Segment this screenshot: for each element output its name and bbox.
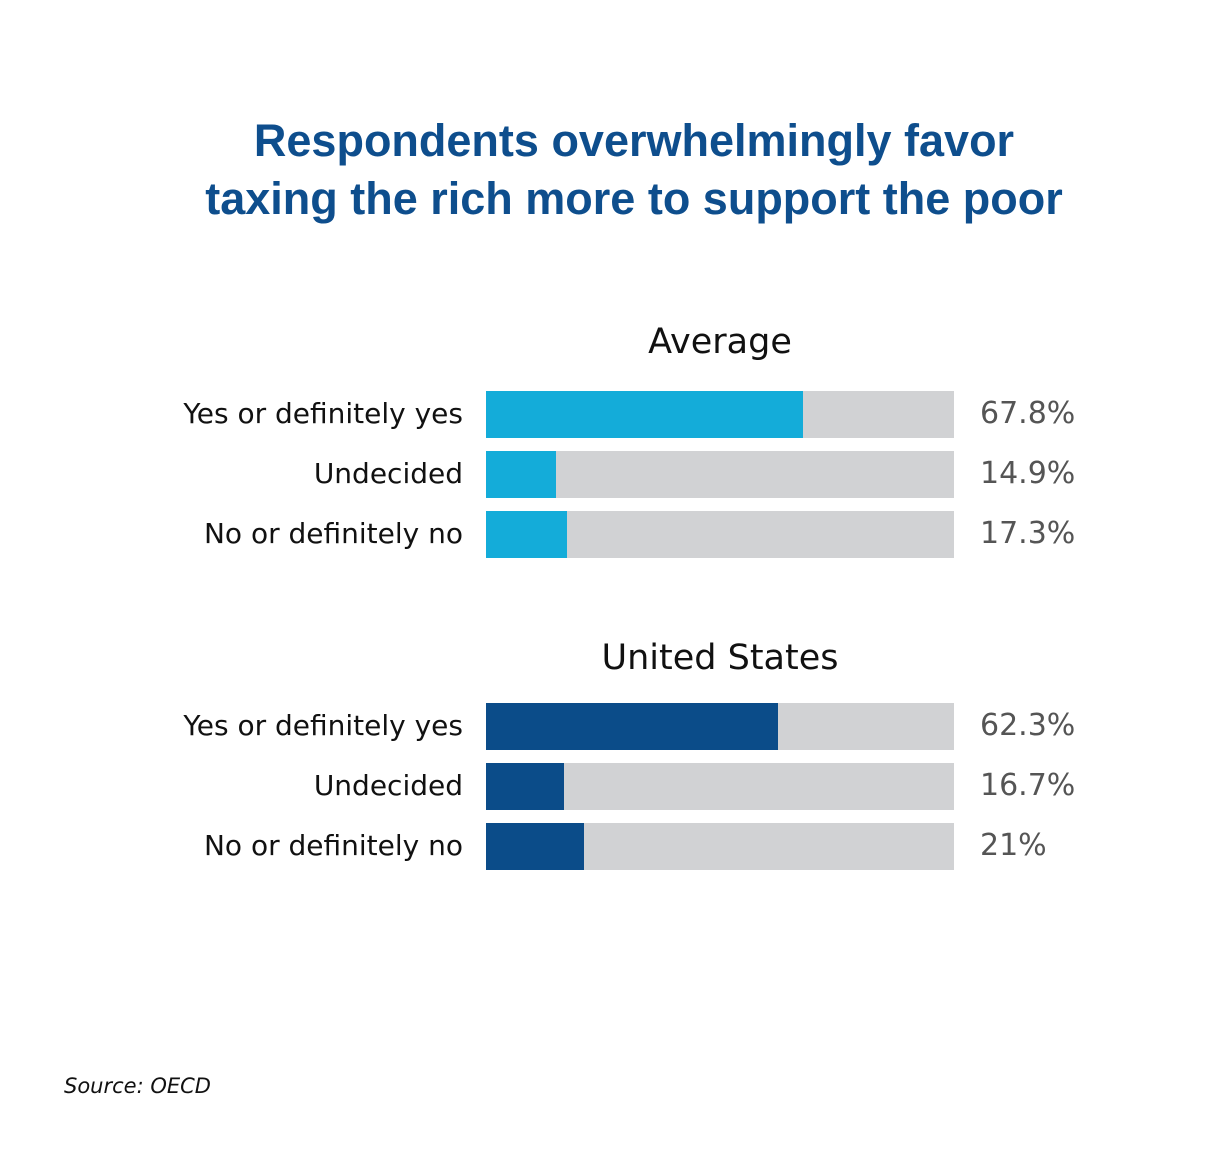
data-label: 21% — [980, 828, 1047, 863]
chart-title-line-1: Respondents overwhelmingly favor — [253, 115, 1015, 166]
panel-title-united-states: United States — [601, 638, 839, 678]
category-label: No or definitely no — [203, 517, 463, 550]
panel-title-average: Average — [648, 322, 792, 362]
data-label: 14.9% — [980, 456, 1076, 491]
bar — [486, 511, 567, 558]
data-label: 16.7% — [980, 768, 1076, 803]
bar — [486, 823, 585, 870]
category-label: Undecided — [313, 457, 463, 490]
data-label: 17.3% — [980, 516, 1076, 551]
bar-track — [486, 511, 954, 558]
category-label: Yes or definitely yes — [183, 397, 463, 430]
data-label: 62.3% — [980, 708, 1076, 743]
bar-track — [486, 703, 954, 750]
bar — [486, 451, 556, 498]
bar — [486, 391, 804, 438]
category-label: Undecided — [313, 769, 463, 802]
bar — [486, 763, 565, 810]
bar-track — [486, 451, 954, 498]
bar-track — [486, 763, 954, 810]
category-label: Yes or definitely yes — [183, 709, 463, 742]
data-label: 67.8% — [980, 396, 1076, 431]
chart-title: Respondents overwhelmingly favor taxing … — [0, 112, 1228, 228]
source-note: Source: OECD — [64, 1074, 211, 1098]
bar-track — [486, 823, 954, 870]
bar-track — [486, 391, 954, 438]
category-label: No or definitely no — [203, 829, 463, 862]
bar — [486, 703, 778, 750]
chart-title-line-2: taxing the rich more to support the poor — [205, 173, 1063, 224]
